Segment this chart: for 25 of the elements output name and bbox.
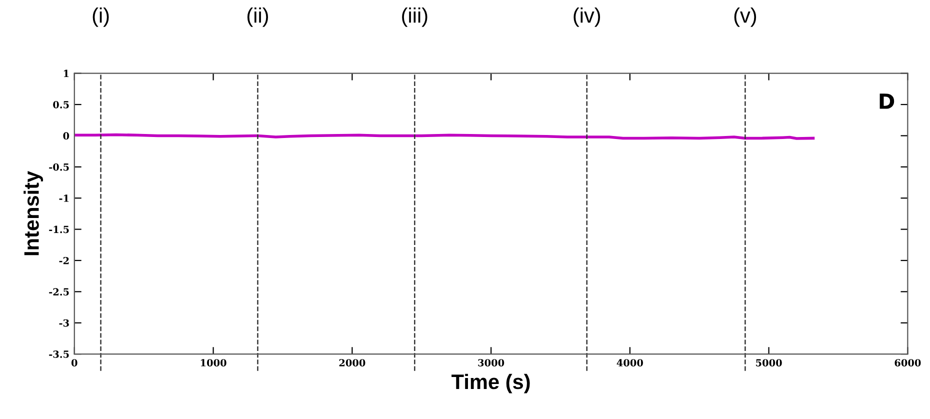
x-tick-label: 4000 (616, 359, 643, 366)
x-tick-label: 3000 (478, 359, 504, 366)
y-tick-label: 0 (63, 132, 70, 140)
x-axis-title: Time (s) (452, 374, 530, 394)
ref-line-label: (ii) (247, 7, 268, 27)
y-tick-label: 1 (64, 70, 69, 78)
y-tick-label: -0.5 (49, 163, 69, 171)
annotation: D (880, 94, 894, 109)
y-tick-label: -3.5 (49, 350, 69, 358)
ref-line-label: (v) (734, 7, 756, 27)
y-tick-label: -1.5 (49, 226, 69, 234)
ref-line-label: (i) (92, 7, 109, 27)
x-tick-label: 6000 (894, 359, 921, 366)
y-axis-title: Intensity (24, 170, 44, 256)
ref-line-label: (iv) (574, 7, 600, 27)
y-tick-label: -2.5 (49, 288, 69, 296)
y-tick-label: -1 (59, 194, 69, 202)
y-tick-label: -3 (59, 319, 69, 327)
y-tick-label: -2 (59, 256, 69, 264)
x-tick-label: 5000 (756, 359, 782, 366)
x-tick-label: 1000 (200, 359, 226, 366)
x-tick-label: 2000 (339, 359, 366, 366)
y-tick-label: 0.5 (53, 100, 69, 108)
x-tick-label: 0 (71, 359, 78, 366)
ref-line-label: (iii) (402, 7, 428, 27)
